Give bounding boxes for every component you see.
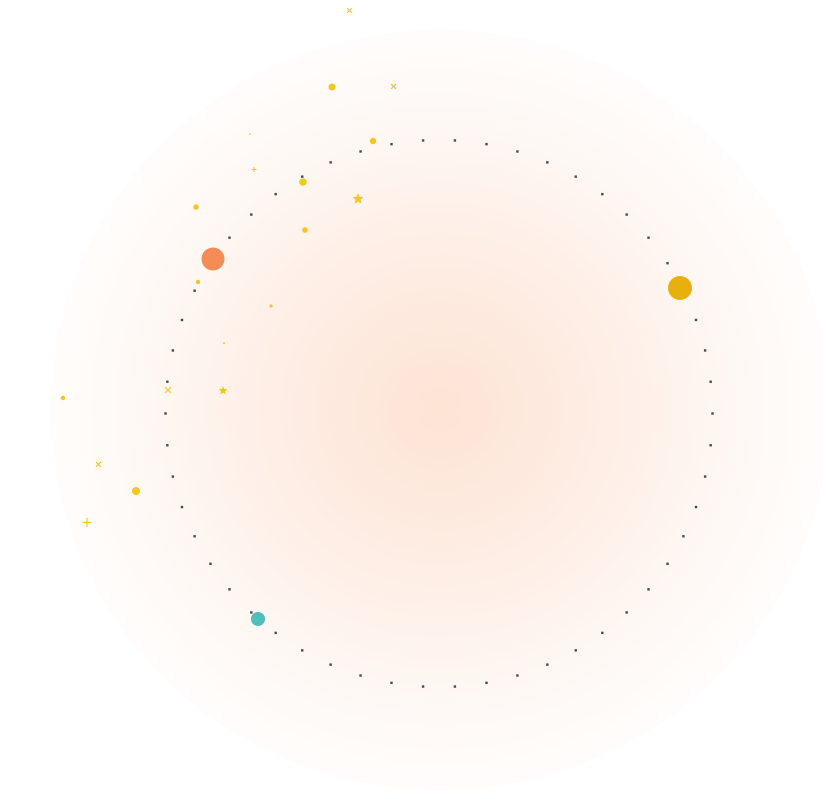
orbit-dot bbox=[682, 535, 685, 538]
teal-planet-icon bbox=[251, 612, 265, 626]
orbit-dot bbox=[171, 475, 175, 478]
orbit-dot bbox=[703, 349, 707, 352]
sparkle-dot bbox=[328, 83, 336, 91]
orbit-dot bbox=[694, 505, 698, 509]
sparkle-cross-icon bbox=[390, 83, 397, 90]
orbit-dot bbox=[166, 380, 169, 383]
sparkle-cross-icon bbox=[164, 386, 172, 394]
orbit-dot bbox=[574, 649, 577, 652]
orbit-dot bbox=[709, 380, 712, 383]
sparkle-dot bbox=[269, 304, 273, 308]
orbit-dot bbox=[421, 139, 425, 142]
orbit-dot bbox=[546, 663, 549, 666]
orbit-dot bbox=[516, 674, 519, 677]
orbit-dot bbox=[193, 289, 196, 292]
sparkle-dot bbox=[302, 227, 308, 233]
orbit-dot bbox=[250, 611, 253, 614]
orbit-dot bbox=[647, 588, 650, 591]
orbit-dot bbox=[274, 631, 277, 635]
sparkle-cross-icon bbox=[346, 7, 353, 14]
planets bbox=[201, 247, 692, 626]
orbit-dot bbox=[171, 349, 175, 352]
orbit-dot bbox=[250, 213, 253, 216]
orbit-dot bbox=[666, 562, 669, 565]
sparkle-plus-icon bbox=[251, 167, 257, 172]
orbit-dot bbox=[329, 161, 332, 164]
orbit-dot bbox=[625, 213, 628, 216]
orbit-dot bbox=[647, 236, 650, 239]
orbit-dot bbox=[228, 588, 231, 591]
sparkle-dot bbox=[299, 178, 307, 186]
orbit-dot bbox=[301, 649, 304, 652]
orbit-dot bbox=[421, 685, 425, 688]
orbit-dot bbox=[359, 150, 362, 153]
orbit-ring bbox=[164, 139, 714, 688]
orbit-dot bbox=[625, 611, 628, 614]
orbit-dot bbox=[209, 562, 212, 565]
orbit-dot bbox=[301, 175, 304, 178]
sparkle-star-icon bbox=[218, 386, 228, 395]
sparkle-dot bbox=[193, 204, 199, 210]
background-glow bbox=[50, 30, 823, 790]
orbit-dot bbox=[228, 236, 231, 239]
orbit-dot bbox=[274, 192, 277, 196]
orbit-dot bbox=[164, 412, 167, 415]
orbit-dot bbox=[453, 139, 457, 142]
orbit-dot bbox=[574, 175, 577, 178]
sparkle-dot bbox=[132, 487, 140, 495]
sparkle-star-icon bbox=[352, 193, 364, 204]
sparkle-dot bbox=[223, 342, 225, 344]
gold-planet-icon bbox=[668, 276, 692, 300]
orbit-dot bbox=[666, 262, 669, 265]
orbit-dot bbox=[329, 663, 332, 666]
orbit-dot bbox=[180, 505, 184, 509]
orbit-dot bbox=[193, 535, 196, 538]
orbit-dot bbox=[390, 142, 393, 146]
sparkle-dot bbox=[369, 137, 377, 145]
orbit-dot bbox=[546, 161, 549, 164]
orbit-dot bbox=[453, 685, 457, 688]
sparkles bbox=[60, 7, 397, 527]
orange-planet-icon bbox=[201, 247, 225, 271]
orbit-dot bbox=[703, 475, 707, 478]
sparkle-cross-icon bbox=[95, 461, 102, 468]
orbit-dot bbox=[180, 318, 184, 322]
orbit-dot bbox=[485, 681, 488, 685]
orbit-dot bbox=[709, 444, 712, 447]
orbit-dot bbox=[711, 412, 714, 415]
orbit-dot bbox=[694, 318, 698, 322]
orbit-dot bbox=[166, 444, 169, 447]
orbit-dot bbox=[601, 192, 604, 196]
sparkle-plus-icon bbox=[82, 518, 92, 527]
orbit-dot bbox=[390, 681, 393, 685]
orbit-dot bbox=[516, 150, 519, 153]
orbit-dot bbox=[359, 674, 362, 677]
orbit-dot bbox=[601, 631, 604, 635]
sparkle-dot bbox=[195, 279, 201, 285]
sparkle-dot bbox=[249, 133, 251, 135]
sparkle-dot bbox=[60, 395, 66, 401]
orbit-dot bbox=[485, 142, 488, 146]
